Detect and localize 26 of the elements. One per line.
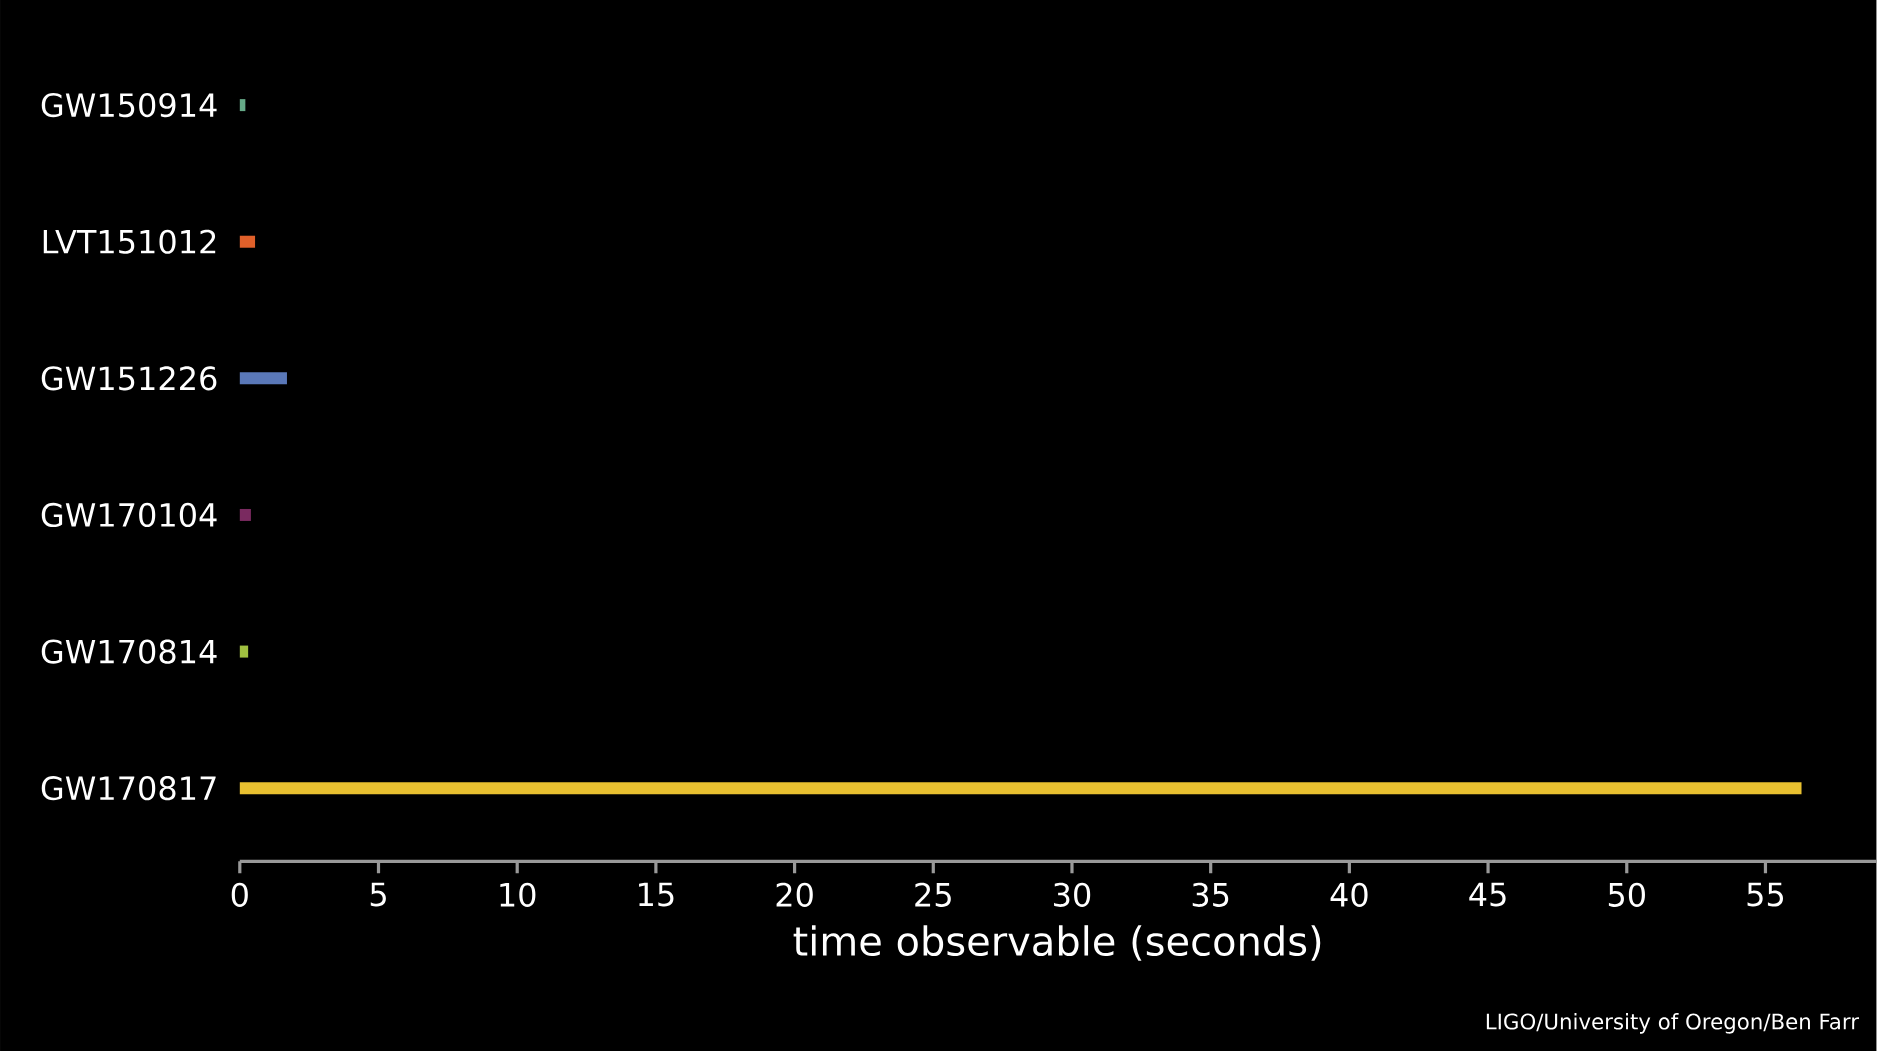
x-tick-label: 20 xyxy=(776,882,813,907)
x-tick-label: 30 xyxy=(1054,882,1091,907)
bar xyxy=(239,372,287,385)
y-tick-label: GW170814 xyxy=(41,639,217,664)
y-tick-label: LVT151012 xyxy=(43,229,216,254)
y-tick-label: GW150914 xyxy=(41,92,217,118)
x-tick-label: 50 xyxy=(1608,882,1645,907)
x-tick-label: 15 xyxy=(639,882,674,907)
x-tick-label: 5 xyxy=(370,882,386,907)
x-tick-label: 10 xyxy=(500,882,536,907)
x-tick-label: 0 xyxy=(231,882,248,907)
bar xyxy=(239,99,246,112)
bar xyxy=(239,508,251,521)
x-axis-title: time observable (seconds) xyxy=(793,925,1321,961)
y-tick-label: GW170104 xyxy=(41,502,217,528)
bar xyxy=(239,782,1802,795)
x-tick-label: 40 xyxy=(1330,882,1368,907)
y-tick-label: GW151226 xyxy=(41,366,217,391)
text: LIGO/University of Oregon/Ben Farr xyxy=(1486,1013,1860,1034)
bar xyxy=(239,235,256,248)
x-tick-label: 45 xyxy=(1469,882,1506,907)
y-tick-label: GW170817 xyxy=(41,776,216,801)
x-tick-label: 25 xyxy=(915,882,951,907)
x-tick-label: 35 xyxy=(1192,882,1229,907)
x-tick-label: 55 xyxy=(1747,882,1783,907)
bar xyxy=(239,645,249,658)
